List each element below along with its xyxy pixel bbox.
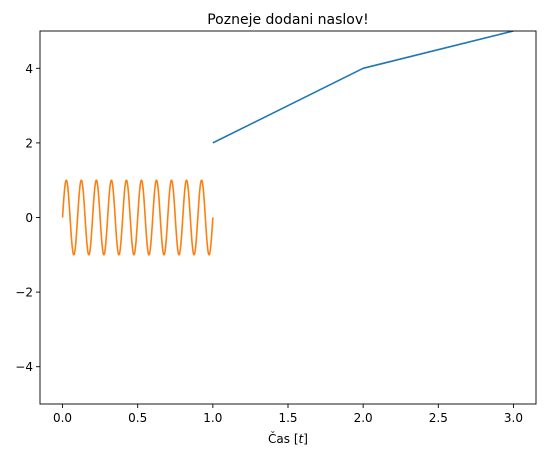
y-tick-label: 4 — [25, 62, 33, 76]
x-tick-label: 2.0 — [354, 411, 373, 425]
x-tick-label: 0.0 — [53, 411, 72, 425]
y-tick-label: 2 — [25, 136, 33, 150]
x-tick-label: 1.0 — [203, 411, 222, 425]
series-line-1 — [212, 31, 514, 144]
y-tick-label: −4 — [15, 360, 33, 374]
series-line-2 — [61, 179, 214, 256]
y-tick-label: 0 — [25, 211, 33, 225]
x-tick-label: 0.5 — [128, 411, 147, 425]
x-axis: 0.0 0.5 1.0 1.5 2.0 2.5 3.0 — [53, 404, 523, 425]
x-tick-label: 2.5 — [429, 411, 448, 425]
x-tick-label: 1.5 — [278, 411, 297, 425]
x-tick-label: 3.0 — [504, 411, 523, 425]
chart-title: Pozneje dodani naslov! — [207, 12, 369, 28]
y-axis: −4 −2 0 2 4 — [15, 62, 40, 374]
series-layer — [61, 31, 514, 256]
y-tick-label: −2 — [15, 286, 33, 300]
x-axis-label: Čas [t] — [268, 431, 308, 446]
